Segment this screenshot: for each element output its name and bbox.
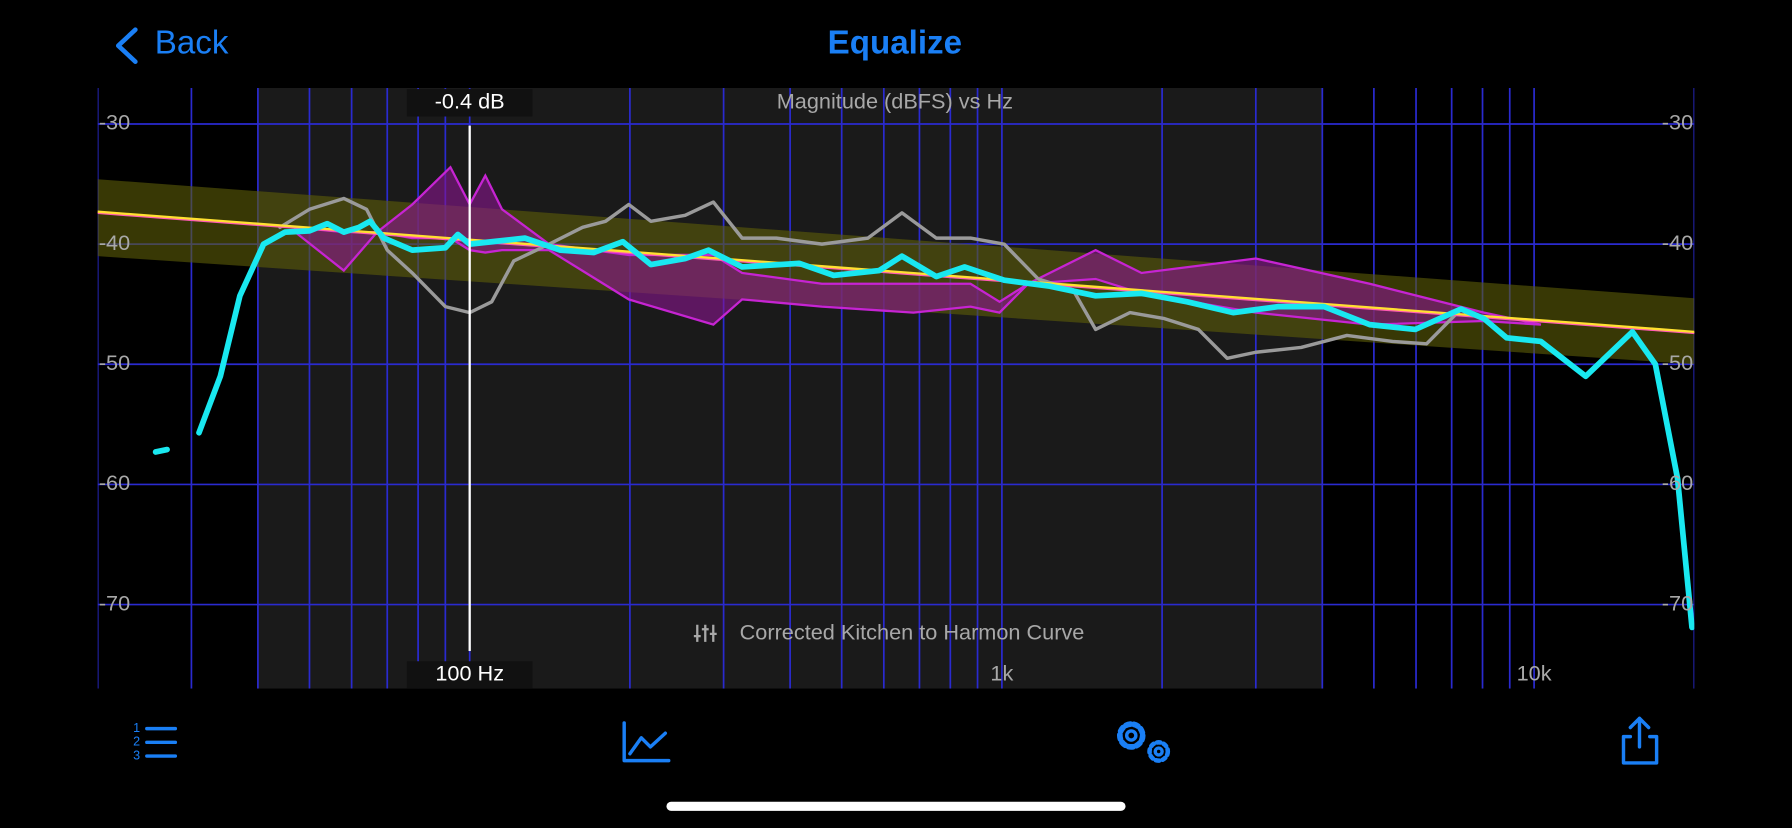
list-button[interactable]: 1 2 3 xyxy=(133,721,178,762)
x-tick-label: 1k xyxy=(990,661,1013,686)
settings-button[interactable] xyxy=(1116,721,1171,763)
series-line xyxy=(97,211,1695,335)
plot xyxy=(97,87,1695,689)
list-number: 3 xyxy=(133,748,140,762)
y-tick-label: -40 xyxy=(99,230,130,255)
y-tick-label: -30 xyxy=(99,110,130,135)
share-icon xyxy=(1621,716,1659,765)
y2-tick-label: -60 xyxy=(1662,470,1693,495)
share-button[interactable] xyxy=(1621,716,1659,765)
y2-tick-label: -30 xyxy=(1662,110,1693,135)
band xyxy=(294,165,1542,326)
chart-subtitle: Corrected Kitchen to Harmon Curve xyxy=(740,620,1085,645)
chart-title: Magnitude (dBFS) vs Hz xyxy=(777,89,1013,114)
sliders-icon xyxy=(693,624,717,642)
cursor-y-label: -0.4 dB xyxy=(435,89,505,114)
list-icon xyxy=(145,726,178,758)
list-number: 1 xyxy=(133,721,140,735)
graph-icon xyxy=(622,721,671,763)
y2-tick-label: -70 xyxy=(1662,590,1693,615)
series-line xyxy=(152,218,1695,631)
back-label: Back xyxy=(155,24,229,61)
series-line xyxy=(97,210,1695,333)
y-tick-label: -50 xyxy=(99,350,130,375)
toolbar: 1 2 3 xyxy=(133,716,1659,765)
graph-button[interactable] xyxy=(622,721,671,763)
cursor-x-label: 100 Hz xyxy=(435,661,504,686)
plot-labels: -30 -30 -40 -40 -50 -50 -60 -60 -70 -70 1k 10k Magni… xyxy=(99,89,1693,689)
y-tick-label: -70 xyxy=(99,590,130,615)
cursor-label-bg xyxy=(406,661,533,689)
y-tick-label: -60 xyxy=(99,470,130,495)
cursor-label-bg xyxy=(406,89,533,117)
gear-icon xyxy=(1147,740,1171,763)
gear-icon xyxy=(1153,746,1164,757)
list-number: 2 xyxy=(133,735,140,749)
x-tick-label: 10k xyxy=(1517,661,1552,686)
gear-icon xyxy=(1124,729,1138,742)
home-indicator xyxy=(666,801,1126,811)
gear-icon xyxy=(1116,721,1146,750)
y2-tick-label: -50 xyxy=(1662,350,1693,375)
screen-title: Equalize xyxy=(828,24,962,61)
back-chevron xyxy=(115,27,138,64)
y2-tick-label: -40 xyxy=(1662,230,1693,255)
series-line xyxy=(278,196,1486,360)
back-button[interactable]: Back xyxy=(115,24,229,64)
